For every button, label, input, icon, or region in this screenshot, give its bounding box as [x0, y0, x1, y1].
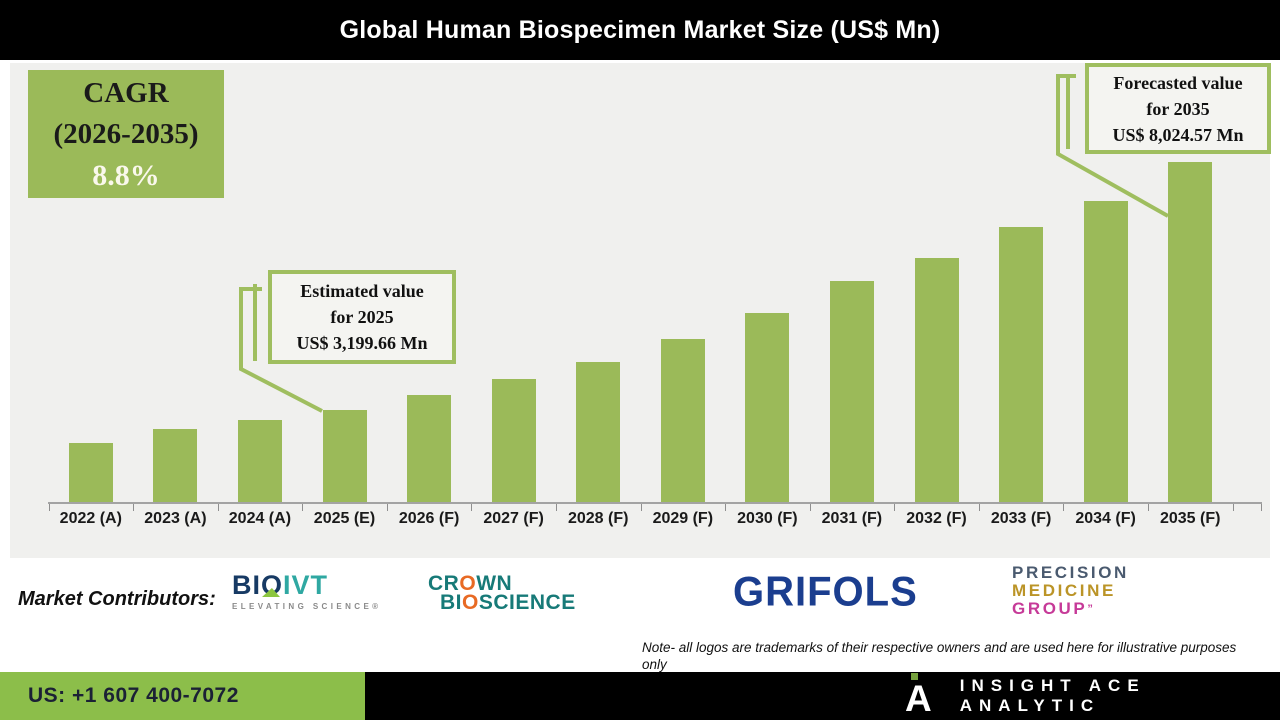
- x-axis-tick: [894, 504, 896, 511]
- forecast-value-callout: Forecasted value for 2035 US$ 8,024.57 M…: [1085, 63, 1271, 154]
- precision-medicine-group-logo: PRECISION MEDICINE GROUP”: [1012, 564, 1129, 618]
- x-label-2032-f: 2032 (F): [906, 510, 967, 527]
- bar-2031-f: [829, 280, 874, 502]
- x-axis-tick: [48, 504, 50, 511]
- x-axis-tick: [217, 504, 219, 511]
- estimated-value-callout: Estimated value for 2025 US$ 3,199.66 Mn: [268, 270, 456, 364]
- estimated-callout-line1: Estimated value: [300, 281, 424, 301]
- footer-bar: US: +1 607 400-7072 A INSIGHT ACE ANALYT…: [0, 672, 1280, 720]
- cagr-box: CAGR (2026-2035) 8.8%: [28, 70, 224, 198]
- bar-2028-f: [576, 361, 621, 502]
- precision-trademark: ”: [1087, 603, 1096, 615]
- page-title: Global Human Biospecimen Market Size (US…: [339, 15, 941, 44]
- title-bar: Global Human Biospecimen Market Size (US…: [0, 0, 1280, 60]
- x-axis-tick: [386, 504, 388, 511]
- bioivt-logo: BIO IVT ELEVATING SCIENCE®: [232, 570, 382, 612]
- bar-2030-f: [745, 312, 790, 502]
- trademark-note: Note- all logos are trademarks of their …: [642, 640, 1237, 672]
- x-label-2023-a: 2023 (A): [144, 510, 207, 527]
- bioivt-mountain-icon: [262, 588, 280, 597]
- x-label-2024-a: 2024 (A): [228, 510, 292, 527]
- x-axis-line: [48, 502, 1262, 504]
- forecast-callout-line1: Forecasted value: [1113, 72, 1243, 93]
- brand-name: INSIGHT ACE ANALYTIC: [959, 676, 1146, 715]
- x-label-2028-f: 2028 (F): [567, 510, 629, 527]
- x-label-2029-f: 2029 (F): [652, 510, 714, 527]
- crown-line1: CROWN: [428, 572, 513, 595]
- x-label-2034-f: 2034 (F): [1075, 510, 1136, 527]
- precision-line2: MEDICINE: [1012, 581, 1116, 600]
- market-contributors-strip: Market Contributors: BIO IVT ELEVATING SC…: [0, 558, 1280, 672]
- x-axis-tick: [555, 504, 557, 511]
- x-label-2026-f: 2026 (F): [398, 510, 460, 527]
- brand-green-square-icon: [911, 672, 918, 680]
- cagr-heading: CAGR: [83, 76, 169, 109]
- x-axis-tick: [978, 504, 980, 511]
- forecast-callout-line3: US$ 8,024.57 Mn: [1112, 124, 1244, 145]
- bar-2034-f: [1083, 200, 1128, 502]
- crown-swoosh-icon: O: [459, 572, 477, 595]
- phone-number: US: +1 607 400-7072: [28, 684, 239, 707]
- estimated-callout-line3: US$ 3,199.66 Mn: [296, 333, 428, 353]
- x-label-2027-f: 2027 (F): [483, 510, 544, 527]
- x-label-2031-f: 2031 (F): [821, 510, 883, 527]
- x-label-2025-e: 2025 (E): [313, 510, 376, 527]
- bar-2025-e: [322, 409, 367, 502]
- bar-2033-f: [999, 226, 1044, 502]
- bar-2026-f: [407, 394, 452, 502]
- bar-2027-f: [491, 379, 536, 502]
- x-axis-tick: [640, 504, 642, 511]
- x-axis-tick: [1063, 504, 1065, 511]
- bar-2029-f: [660, 338, 705, 502]
- bar-2024-a: [237, 420, 282, 502]
- crown-swoosh-icon: O: [462, 591, 479, 614]
- x-axis-tick: [471, 504, 473, 511]
- precision-line3: GROUP”: [1012, 599, 1096, 618]
- bar-2022-a: [68, 442, 113, 502]
- x-axis-tick: [1261, 504, 1262, 511]
- chart-panel: CAGR (2026-2035) 8.8% Estimated value fo…: [10, 63, 1271, 558]
- x-label-2033-f: 2033 (F): [990, 510, 1052, 527]
- cagr-value: 8.8%: [92, 158, 160, 192]
- precision-line1: PRECISION: [1012, 563, 1129, 582]
- x-axis-tick: [133, 504, 135, 511]
- x-axis-tick: [725, 504, 727, 511]
- x-axis-tick: [809, 504, 811, 511]
- bar-2032-f: [914, 257, 959, 502]
- bar-2035-f: [1168, 162, 1213, 502]
- x-label-2035-f: 2035 (F): [1159, 510, 1221, 527]
- x-label-2030-f: 2030 (F): [737, 510, 798, 527]
- market-contributors-label: Market Contributors:: [18, 588, 216, 610]
- estimated-callout-line2: for 2025: [330, 307, 394, 327]
- crown-line2: BIOSCIENCE: [440, 591, 576, 614]
- bar-2023-a: [153, 428, 198, 502]
- bioivt-tagline: ELEVATING SCIENCE®: [232, 602, 382, 611]
- insight-ace-logo-icon: A: [905, 672, 932, 717]
- forecast-callout-line2: for 2035: [1146, 98, 1210, 119]
- insight-ace-brand: A INSIGHT ACE ANALYTIC: [905, 672, 1280, 720]
- x-axis-tick: [1147, 504, 1149, 511]
- x-axis-tick: [1232, 504, 1234, 511]
- bioivt-wordmark: BIO IVT: [232, 570, 329, 600]
- crown-bioscience-logo: CROWN BIOSCIENCE: [428, 572, 576, 614]
- x-label-2022-a: 2022 (A): [59, 510, 122, 527]
- cagr-range: (2026-2035): [53, 117, 199, 150]
- grifols-logo: GRIFOLS: [733, 568, 918, 616]
- x-axis-tick: [302, 504, 304, 511]
- footer-phone-block: US: +1 607 400-7072: [0, 672, 365, 720]
